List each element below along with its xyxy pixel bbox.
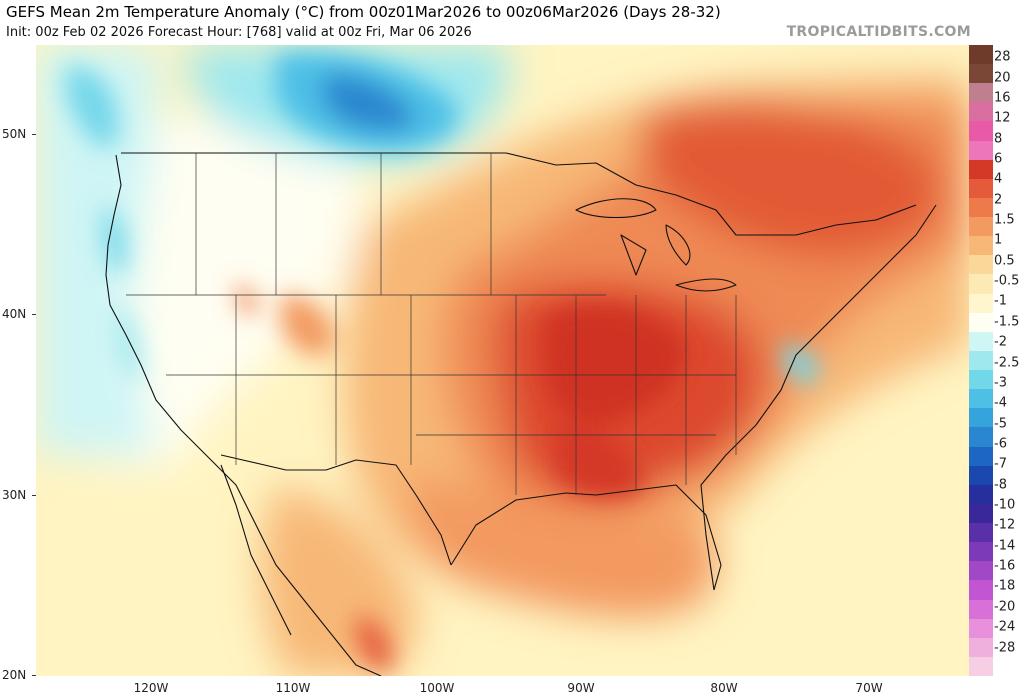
lake-superior	[575, 198, 657, 219]
lon-label-90w: 90W	[567, 681, 595, 695]
map-svg	[36, 45, 969, 676]
anomaly-cores	[66, 52, 819, 671]
map-subtitle: Init: 00z Feb 02 2026 Forecast Hour: [76…	[6, 25, 472, 40]
colorbar-swatch	[969, 255, 993, 275]
colorbar-label: -10	[994, 497, 1016, 513]
colorbar-label: -5	[994, 416, 1007, 432]
lon-label-70w: 70W	[855, 681, 883, 695]
colorbar-label: -0.5	[994, 273, 1020, 289]
lake-erie	[675, 278, 737, 292]
colorbar-swatch	[969, 293, 993, 314]
colorbar-swatch	[969, 350, 993, 371]
colorbar-swatch	[969, 331, 993, 352]
lon-label-110w: 110W	[275, 681, 311, 695]
colorbar-swatch	[969, 370, 993, 390]
colorbar-swatch	[969, 618, 993, 639]
colorbar-label: -16	[994, 558, 1016, 574]
colorbar-swatch	[969, 656, 993, 677]
colorbar-label: -4	[994, 395, 1007, 411]
colorbar-swatch	[969, 580, 993, 600]
colorbar-label: 1	[994, 232, 1003, 248]
colorbar-label: -14	[994, 538, 1016, 554]
brand-watermark: TROPICALTIDBITS.COM	[786, 24, 971, 40]
colorbar-label: 12	[994, 110, 1011, 126]
colorbar-label: 16	[994, 90, 1011, 106]
map-title: GEFS Mean 2m Temperature Anomaly (°C) fr…	[6, 3, 721, 21]
colorbar-label: -3	[994, 375, 1007, 391]
lon-label-120w: 120W	[133, 681, 169, 695]
colorbar-label: 2	[994, 192, 1003, 208]
colorbar-swatch	[969, 83, 993, 103]
colorbar-label: -8	[994, 477, 1007, 493]
colorbar-swatch	[969, 446, 993, 467]
colorbar-label: 4	[994, 171, 1003, 187]
lat-label-20n: 20N	[2, 668, 27, 682]
lat-label-50n: 50N	[2, 127, 27, 141]
colorbar-swatch	[969, 178, 993, 199]
colorbar-swatch	[969, 64, 993, 84]
colorbar-label: 1.5	[994, 212, 1015, 228]
colorbar-label: -18	[994, 578, 1016, 594]
lon-label-100w: 100W	[419, 681, 455, 695]
colorbar-label: 0.5	[994, 253, 1015, 269]
temperature-anomaly-map	[36, 45, 969, 676]
colorbar-label: -2	[994, 334, 1007, 350]
lon-label-80w: 80W	[710, 681, 738, 695]
lat-label-30n: 30N	[2, 488, 27, 502]
colorbar-swatch	[969, 389, 993, 409]
colorbar-swatch	[969, 140, 993, 161]
pacific-coastline	[105, 154, 382, 676]
lat-tick	[32, 134, 36, 135]
colorbar-swatch	[969, 408, 993, 428]
colorbar-swatch	[969, 236, 993, 256]
us-canada-border	[121, 152, 917, 236]
colorbar-label: 6	[994, 151, 1003, 167]
colorbar-label: -24	[994, 619, 1016, 635]
atlantic-coastline	[700, 204, 937, 591]
lake-michigan	[620, 234, 647, 276]
colorbar-swatch	[969, 599, 993, 620]
colorbar-label: -7	[994, 456, 1007, 472]
colorbar	[969, 45, 993, 677]
colorbar-swatch	[969, 102, 993, 122]
colorbar-label: -12	[994, 517, 1016, 533]
colorbar-swatch	[969, 427, 993, 448]
colorbar-label: -2.5	[994, 355, 1020, 371]
gulf-coastline	[450, 484, 722, 591]
colorbar-swatch	[969, 159, 993, 180]
colorbar-swatch	[969, 274, 993, 295]
geographic-boundaries	[105, 152, 937, 676]
colorbar-swatch	[969, 561, 993, 581]
colorbar-swatch	[969, 503, 993, 524]
colorbar-label: -1.5	[994, 314, 1020, 330]
lake-huron	[665, 224, 691, 266]
colorbar-swatch	[969, 542, 993, 562]
colorbar-swatch	[969, 45, 993, 65]
colorbar-label: 8	[994, 131, 1003, 147]
colorbar-swatch	[969, 523, 993, 543]
state-lines	[126, 153, 737, 495]
lat-tick	[32, 675, 36, 676]
colorbar-swatch	[969, 121, 993, 142]
colorbar-label: -28	[994, 640, 1016, 655]
colorbar-label: -20	[994, 599, 1016, 615]
colorbar-swatch	[969, 637, 993, 658]
colorbar-swatch	[969, 484, 993, 505]
baja-coast	[220, 464, 292, 636]
lat-tick	[32, 495, 36, 496]
us-mexico-border	[220, 454, 452, 566]
colorbar-label: 20	[994, 70, 1011, 86]
colorbar-swatch	[969, 312, 993, 333]
lat-tick	[32, 314, 36, 315]
colorbar-swatch	[969, 217, 993, 237]
colorbar-label: -1	[994, 293, 1007, 309]
colorbar-swatch	[969, 197, 993, 218]
colorbar-swatch	[969, 465, 993, 486]
colorbar-label: 28	[994, 49, 1011, 65]
colorbar-label: -6	[994, 436, 1007, 452]
lat-label-40n: 40N	[2, 307, 27, 321]
